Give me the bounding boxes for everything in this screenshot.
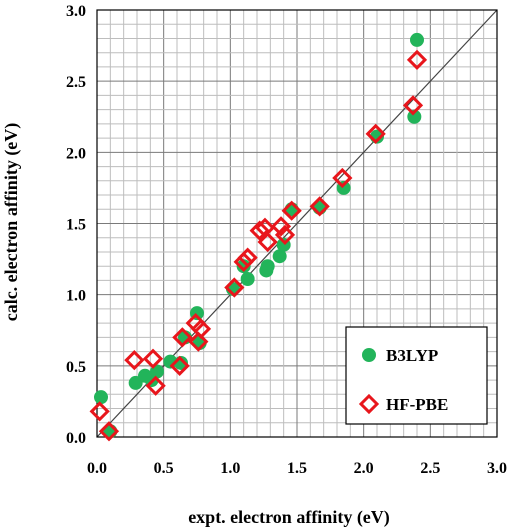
hf-pbe-point — [332, 167, 353, 189]
b3lyp-point — [260, 259, 275, 274]
y-tick-label: 0.0 — [66, 430, 86, 447]
hf-pbe-point — [89, 401, 110, 422]
b3lyp-point — [236, 259, 251, 274]
y-tick-label: 3.0 — [66, 3, 86, 20]
y-axis-ticks: 0.0 0.5 1.0 1.5 2.0 2.5 3.0 — [66, 3, 86, 447]
reference-line — [96, 9, 498, 438]
b3lyp-point — [272, 249, 287, 264]
data-points — [89, 32, 428, 442]
hf-pbe-point — [402, 95, 424, 116]
hf-pbe-point — [169, 355, 190, 376]
legend-label-hf-pbe: HF-PBE — [386, 395, 448, 414]
b3lyp-point — [410, 32, 424, 47]
x-tick-label: 1.5 — [287, 460, 307, 477]
hf-pbe-point — [145, 375, 166, 396]
y-tick-label: 0.5 — [66, 359, 86, 376]
legend-marker-hf-pbe — [358, 393, 380, 415]
x-tick-label: 0.0 — [87, 460, 107, 477]
b3lyp-point — [94, 390, 108, 405]
hf-pbe-point — [233, 251, 254, 273]
x-tick-label: 0.5 — [154, 460, 174, 477]
x-axis-label: expt. electron affinity (eV) — [188, 507, 390, 528]
hf-pbe-point — [237, 247, 258, 268]
plot-frame — [96, 9, 498, 438]
hf-pbe-point — [188, 331, 209, 352]
y-axis-label: calc. electron affinity (eV) — [1, 123, 22, 322]
hf-pbe-point — [281, 200, 302, 221]
hf-pbe-point — [309, 196, 330, 217]
hf-pbe-point — [249, 220, 270, 241]
hf-pbe-point — [274, 224, 296, 246]
hf-pbe-point — [142, 348, 164, 369]
hf-pbe-point — [224, 277, 245, 298]
x-tick-label: 1.0 — [220, 460, 240, 477]
legend: B3LYP HF-PBE — [345, 326, 488, 425]
legend-marker-b3lyp — [362, 348, 376, 362]
legend-label-b3lyp: B3LYP — [386, 346, 438, 365]
y-tick-label: 2.5 — [66, 74, 86, 91]
y-tick-label: 1.5 — [66, 217, 86, 234]
x-tick-label: 2.5 — [420, 460, 440, 477]
x-axis-ticks: 0.0 0.5 1.0 1.5 2.0 2.5 3.0 — [87, 460, 507, 477]
x-tick-label: 3.0 — [487, 460, 507, 477]
hf-pbe-point — [98, 421, 120, 442]
y-tick-label: 1.0 — [66, 288, 86, 305]
hf-pbe-point — [270, 216, 292, 237]
y-tick-label: 2.0 — [66, 145, 86, 162]
hf-pbe-point — [124, 350, 145, 371]
hf-pbe-point — [257, 231, 278, 253]
hf-pbe-point — [172, 327, 193, 348]
hf-pbe-point — [406, 49, 428, 70]
x-tick-label: 2.0 — [354, 460, 374, 477]
b3lyp-point — [240, 272, 255, 287]
hf-pbe-point — [365, 123, 386, 144]
hf-pbe-point — [190, 318, 212, 339]
